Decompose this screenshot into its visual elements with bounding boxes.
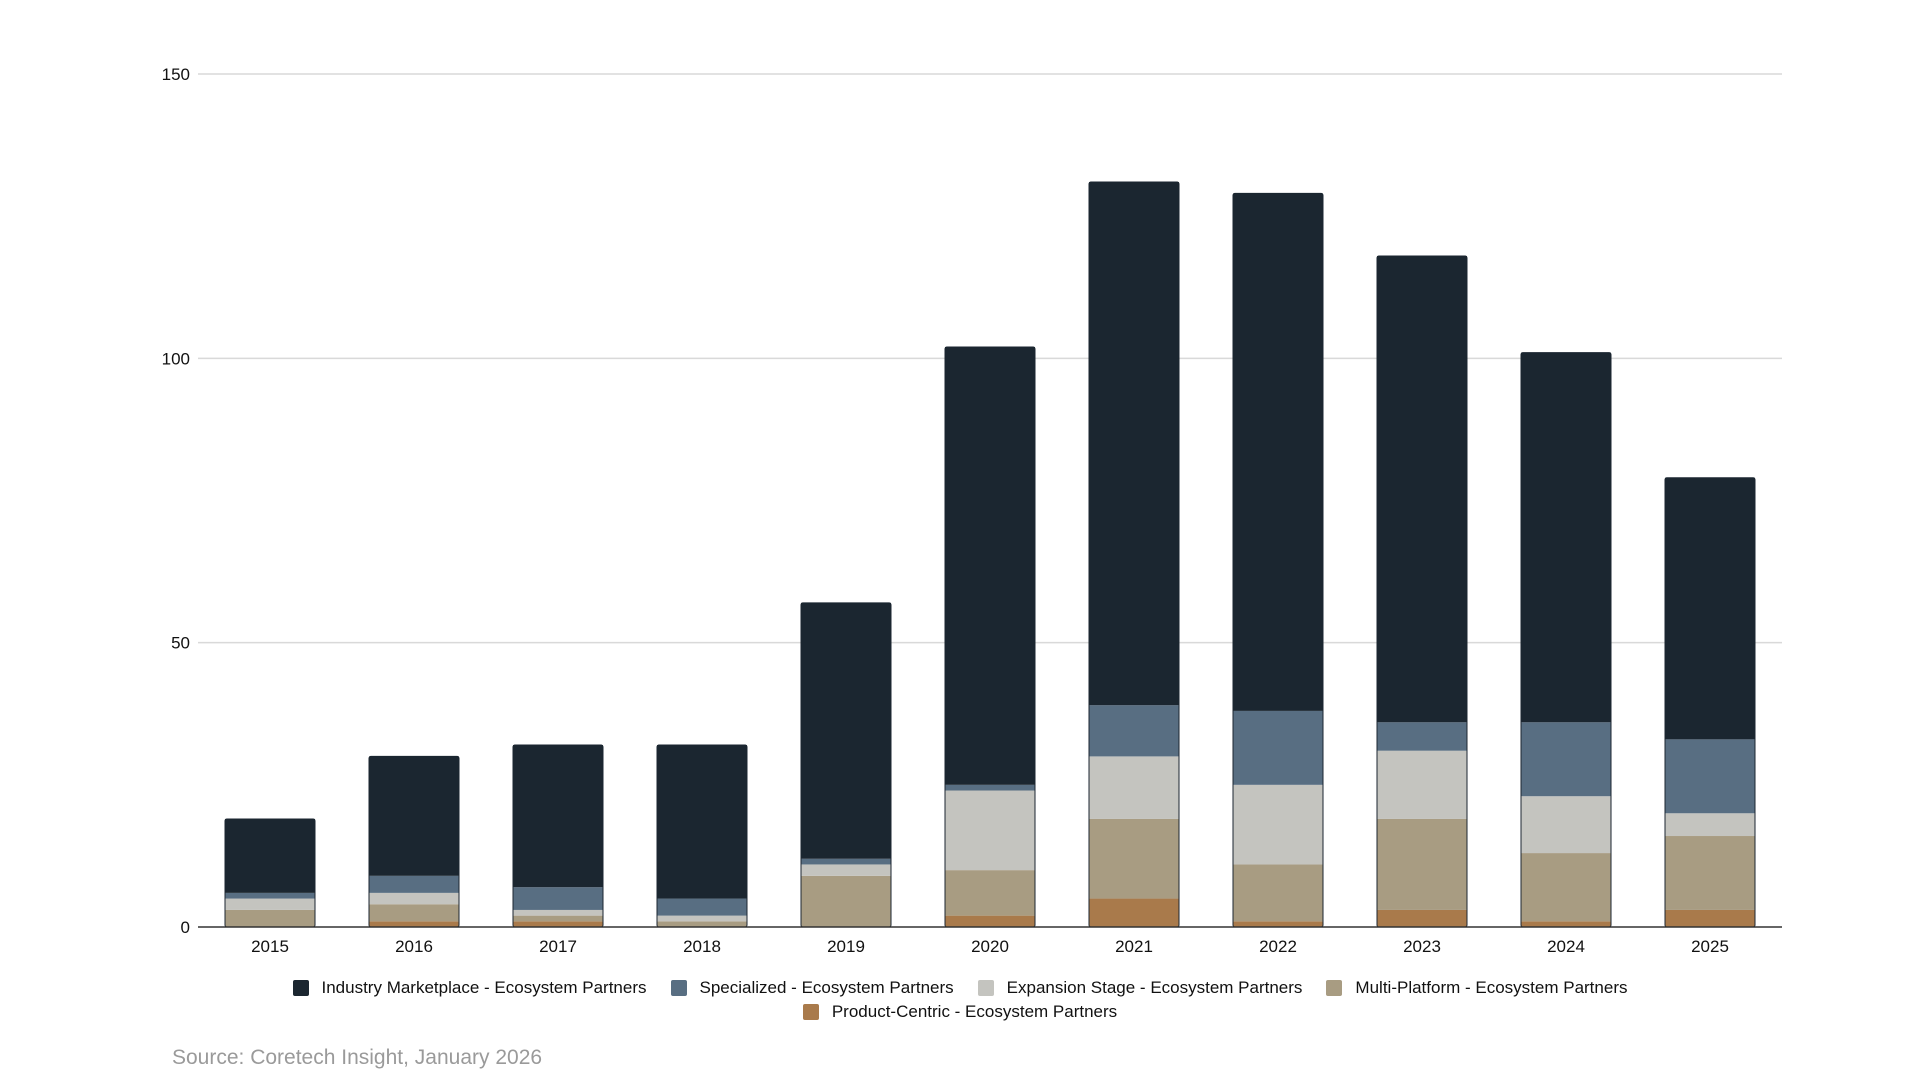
bar-segment	[369, 904, 459, 922]
bar-stack-2023	[1376, 255, 1468, 928]
bar-segment	[513, 909, 603, 916]
bar-stack-2016	[368, 755, 460, 928]
chart-legend: Industry Marketplace - Ecosystem Partner…	[0, 978, 1920, 1022]
bar-segment	[1665, 836, 1755, 910]
legend-label: Industry Marketplace - Ecosystem Partner…	[321, 978, 647, 997]
bar-segment	[801, 864, 891, 876]
x-tick-label: 2025	[1691, 937, 1729, 956]
bar-segment	[369, 756, 459, 876]
source-note: Source: Coretech Insight, January 2026	[172, 1046, 543, 1069]
bar-stack-2019	[800, 602, 892, 928]
bar-segment	[1521, 853, 1611, 922]
y-tick-label: 0	[181, 918, 190, 937]
bar-segment	[657, 898, 747, 916]
bar-segment	[1665, 813, 1755, 837]
bar-segment	[1233, 864, 1323, 922]
bar-stack-2017	[512, 744, 604, 928]
bar-segment	[1233, 784, 1323, 865]
bar-segment	[1377, 909, 1467, 927]
legend-label: Product-Centric - Ecosystem Partners	[831, 1002, 1118, 1021]
bar-segment	[513, 921, 603, 927]
legend-item: Expansion Stage - Ecosystem Partners	[977, 978, 1303, 998]
x-tick-label: 2015	[251, 937, 289, 956]
bar-segment	[657, 921, 747, 927]
bar-segment	[369, 875, 459, 893]
bar-segment	[225, 898, 315, 910]
x-tick-label: 2016	[395, 937, 433, 956]
bar-segment	[225, 818, 315, 893]
bar-segment	[1521, 796, 1611, 854]
bar-stack-2025	[1664, 477, 1756, 928]
bar-segment	[1377, 722, 1467, 751]
legend-label: Specialized - Ecosystem Partners	[699, 978, 954, 997]
x-tick-label: 2023	[1403, 937, 1441, 956]
bar-segment	[801, 602, 891, 859]
legend-swatch	[1326, 980, 1343, 996]
bar-segment	[801, 858, 891, 865]
legend-item: Product-Centric - Ecosystem Partners	[802, 1002, 1118, 1022]
y-tick-label: 150	[162, 65, 190, 84]
legend-item: Industry Marketplace - Ecosystem Partner…	[292, 978, 647, 998]
bar-segment	[945, 915, 1035, 927]
x-tick-label: 2024	[1547, 937, 1585, 956]
legend-swatch	[977, 980, 994, 996]
bar-segment	[1521, 352, 1611, 723]
x-tick-label: 2019	[827, 937, 865, 956]
bar-segment	[1377, 750, 1467, 819]
bar-segment	[1665, 739, 1755, 814]
bar-segment	[513, 745, 603, 888]
bar-segment	[657, 915, 747, 922]
bar-segment	[801, 875, 891, 927]
legend-item: Specialized - Ecosystem Partners	[670, 978, 954, 998]
legend-label: Multi-Platform - Ecosystem Partners	[1355, 978, 1628, 997]
x-tick-label: 2018	[683, 937, 721, 956]
bar-stack-2018	[656, 744, 748, 928]
bars	[224, 181, 1756, 928]
bar-segment	[225, 892, 315, 899]
y-tick-label: 50	[171, 634, 190, 653]
bar-stack-2024	[1520, 352, 1612, 928]
bar-segment	[1377, 818, 1467, 910]
bar-segment	[657, 745, 747, 899]
bar-segment	[1665, 909, 1755, 927]
bar-segment	[1089, 818, 1179, 899]
bar-segment	[945, 790, 1035, 871]
bar-segment	[1233, 921, 1323, 927]
legend-label: Expansion Stage - Ecosystem Partners	[1006, 978, 1303, 997]
bar-stack-2022	[1232, 192, 1324, 928]
x-tick-label: 2022	[1259, 937, 1297, 956]
bar-segment	[369, 892, 459, 905]
bar-segment	[513, 887, 603, 910]
axes: 0 50 100 150 2015 2016 2017 2018 2019 2020 2021 202…	[162, 65, 1782, 956]
bar-segment	[513, 915, 603, 922]
x-tick-label: 2020	[971, 937, 1009, 956]
x-tick-label: 2017	[539, 937, 577, 956]
legend-swatch	[802, 1004, 819, 1020]
bar-segment	[225, 909, 315, 927]
bar-segment	[1233, 710, 1323, 785]
bar-segment	[945, 784, 1035, 791]
bar-segment	[1089, 756, 1179, 819]
bar-segment	[1521, 921, 1611, 927]
bar-segment	[945, 870, 1035, 916]
bar-stack-2021	[1088, 181, 1180, 928]
bar-segment	[1089, 182, 1179, 706]
legend-swatch	[292, 980, 309, 996]
bar-segment	[1665, 477, 1755, 740]
y-tick-label: 100	[162, 349, 190, 368]
bar-stack-2015	[224, 818, 316, 928]
bar-segment	[369, 921, 459, 927]
bar-segment	[1233, 193, 1323, 711]
legend-item: Multi-Platform - Ecosystem Partners	[1326, 978, 1627, 998]
bar-segment	[945, 346, 1035, 785]
bar-segment	[1521, 722, 1611, 797]
bar-segment	[1377, 255, 1467, 723]
legend-swatch	[670, 980, 687, 996]
x-tick-label: 2021	[1115, 937, 1153, 956]
bar-segment	[1089, 898, 1179, 927]
bar-stack-2020	[944, 346, 1036, 928]
bar-segment	[1089, 705, 1179, 757]
